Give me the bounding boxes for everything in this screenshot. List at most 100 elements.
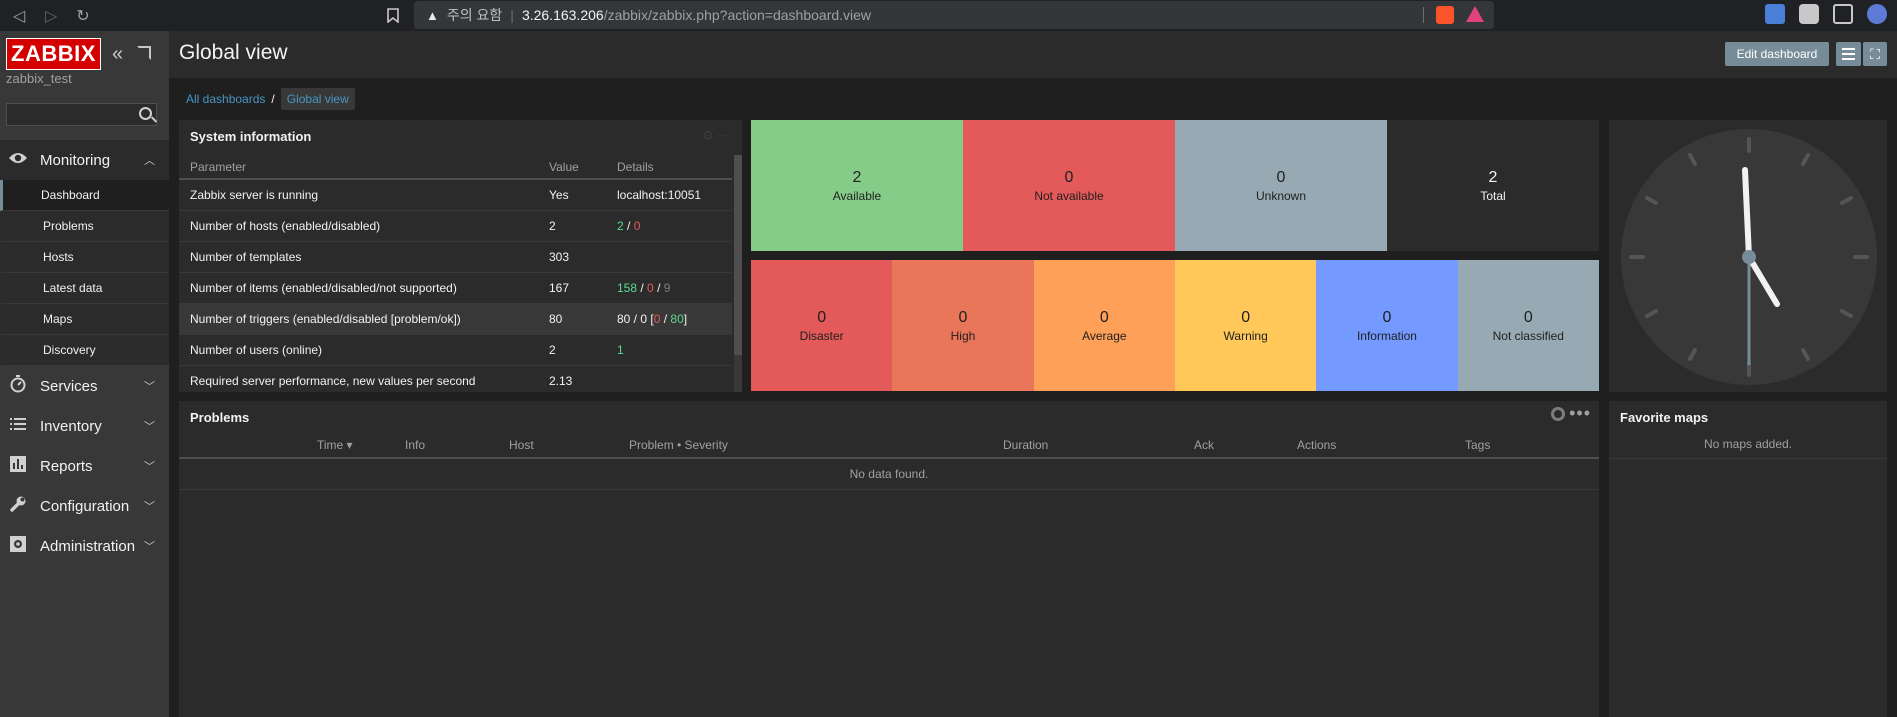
tile-unknown[interactable]: 0 Unknown — [1175, 120, 1387, 251]
details-cell — [606, 365, 732, 392]
forward-icon[interactable]: ▷ — [44, 7, 58, 25]
page-header: Global view Edit dashboard ⛶ — [169, 31, 1897, 78]
menu-item-reports[interactable]: Reports ﹀ — [0, 446, 169, 486]
column-header: Parameter — [179, 155, 538, 180]
tile-label: Total — [1480, 188, 1506, 203]
breadcrumb-separator: / — [271, 92, 275, 106]
bar-chart-icon — [8, 455, 28, 477]
column-header-problem[interactable]: Problem • Severity — [629, 438, 728, 452]
main-menu: Monitoring ︿ Dashboard Problems Hosts La… — [0, 140, 169, 566]
value-cell: 2 — [538, 210, 606, 242]
chevron-up-icon: ︿ — [144, 155, 155, 167]
tile-count: 0 — [1276, 168, 1286, 186]
extensions-icon[interactable] — [1799, 4, 1819, 24]
logo-row: ZABBIX « — [0, 31, 169, 77]
tile-total[interactable]: 2 Total — [1387, 120, 1599, 251]
widget-title: Problems — [190, 410, 250, 425]
column-header-host[interactable]: Host — [509, 438, 534, 452]
chevron-down-icon: ﹀ — [144, 501, 155, 513]
clock-face — [1621, 129, 1877, 385]
menu-label-configuration: Configuration — [40, 497, 130, 515]
breadcrumb: All dashboards / Global view — [186, 88, 355, 110]
value-cell: Yes — [538, 179, 606, 211]
search-input[interactable] — [7, 104, 132, 125]
submenu-item-maps[interactable]: Maps — [0, 304, 169, 335]
tile-high[interactable]: 0 High — [892, 260, 1034, 391]
breadcrumb-current[interactable]: Global view — [280, 88, 355, 110]
widget-settings-icon[interactable]: ⚙ ⋯ — [701, 128, 730, 143]
enabled-count: 158 — [617, 280, 638, 295]
bookmark-icon[interactable] — [382, 3, 404, 27]
brave-rewards-icon[interactable] — [1466, 6, 1484, 22]
scrollbar-thumb[interactable] — [734, 155, 742, 355]
zabbix-logo[interactable]: ZABBIX — [6, 38, 101, 70]
menu-item-services[interactable]: Services ﹀ — [0, 366, 169, 406]
tile-count: 2 — [1488, 168, 1498, 186]
disabled-count: 0 — [633, 218, 641, 233]
param-cell: Number of templates — [179, 241, 538, 273]
column-header-time[interactable]: Time ▾ — [317, 438, 353, 452]
online-count: 1 — [617, 342, 624, 357]
search-box — [6, 103, 157, 126]
tile-available[interactable]: 2 Available — [751, 120, 963, 251]
param-cell: Number of hosts (enabled/disabled) — [179, 210, 538, 242]
profile-icon[interactable] — [1867, 4, 1887, 24]
stopwatch-icon — [8, 374, 28, 398]
minute-hand — [1742, 167, 1752, 260]
param-cell: Number of triggers (enabled/disabled [pr… — [179, 303, 538, 335]
menu-item-monitoring[interactable]: Monitoring ︿ — [0, 140, 169, 180]
submenu-item-dashboard[interactable]: Dashboard — [0, 180, 169, 211]
submenu-item-problems[interactable]: Problems — [0, 211, 169, 242]
gear-box-icon — [8, 535, 28, 557]
tile-count: 2 — [852, 168, 862, 186]
wallet-icon[interactable] — [1833, 4, 1853, 24]
reload-icon[interactable]: ↻ — [76, 7, 90, 25]
tile-count: 0 — [1064, 168, 1074, 186]
chevron-down-icon: ﹀ — [144, 541, 155, 553]
tile-warning[interactable]: 0 Warning — [1174, 260, 1317, 391]
tile-average[interactable]: 0 Average — [1033, 260, 1175, 391]
hamburger-menu-icon[interactable] — [1836, 42, 1861, 66]
address-bar[interactable]: ▲ 주의 요함 | 3.26.163.206 /zabbix/zabbix.ph… — [414, 1, 1494, 29]
menu-item-configuration[interactable]: Configuration ﹀ — [0, 486, 169, 526]
security-warning-text: 주의 요함 — [446, 7, 503, 23]
back-icon[interactable]: ◁ — [12, 7, 26, 25]
tile-not-available[interactable]: 0 Not available — [963, 120, 1175, 251]
more-icon[interactable]: ••• — [1569, 403, 1591, 423]
problems-by-severity-widget: 0 Disaster 0 High 0 Average 0 Warning 0 … — [751, 260, 1599, 391]
scrollbar[interactable] — [734, 155, 742, 392]
fullscreen-icon[interactable]: ⛶ — [1863, 42, 1887, 66]
collapse-sidebar-icon[interactable]: « — [112, 43, 124, 65]
edit-dashboard-button[interactable]: Edit dashboard — [1725, 42, 1829, 66]
column-header-ack: Ack — [1194, 438, 1215, 452]
tile-disaster[interactable]: 0 Disaster — [751, 260, 893, 391]
tile-not-classified[interactable]: 0 Not classified — [1457, 260, 1599, 391]
value-cell: 167 — [538, 272, 606, 304]
details-cell: 2 / 0 — [606, 210, 732, 242]
hide-sidebar-icon[interactable] — [137, 46, 151, 60]
widget-title: Favorite maps — [1620, 410, 1709, 425]
submenu-item-latest-data[interactable]: Latest data — [0, 273, 169, 304]
tile-label: Unknown — [1255, 188, 1307, 203]
breadcrumb-all-dashboards[interactable]: All dashboards — [186, 92, 266, 106]
menu-item-administration[interactable]: Administration ﹀ — [0, 526, 169, 566]
menu-item-inventory[interactable]: Inventory ﹀ — [0, 406, 169, 446]
table-row: Number of items (enabled/disabled/not su… — [179, 272, 732, 304]
gear-icon[interactable] — [1551, 407, 1565, 421]
wrench-icon — [8, 496, 28, 517]
table-row: Zabbix server is running Yes localhost:1… — [179, 179, 732, 211]
chevron-down-icon: ﹀ — [144, 381, 155, 393]
search-icon[interactable] — [139, 107, 152, 120]
translate-icon[interactable] — [1765, 4, 1785, 24]
table-row: Number of hosts (enabled/disabled) 2 2 /… — [179, 210, 732, 242]
table-row: Number of templates 303 — [179, 241, 732, 273]
menu-label-inventory: Inventory — [40, 417, 102, 435]
submenu-item-hosts[interactable]: Hosts — [0, 242, 169, 273]
submenu-item-discovery[interactable]: Discovery — [0, 335, 169, 366]
triggers-prefix: 80 / 0 [ — [617, 311, 654, 326]
server-name: zabbix_test — [6, 71, 72, 86]
menu-label-monitoring: Monitoring — [40, 151, 111, 169]
tile-information[interactable]: 0 Information — [1316, 260, 1458, 391]
warning-icon: ▲ — [426, 7, 439, 23]
brave-shields-icon[interactable] — [1436, 6, 1454, 24]
